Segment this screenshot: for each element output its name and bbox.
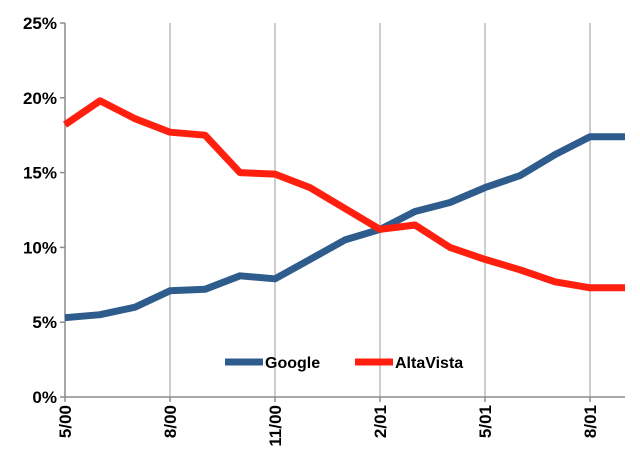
data-point-altavista: [62, 121, 69, 128]
data-point-altavista: [517, 266, 524, 273]
data-point-google: [97, 311, 104, 318]
grid-lines: [169, 23, 591, 397]
data-point-google: [62, 314, 69, 321]
legend-label-google: Google: [265, 355, 320, 372]
series-line-google: [64, 133, 625, 322]
data-point-altavista: [202, 132, 209, 139]
data-point-google: [167, 287, 174, 294]
axes: [64, 23, 625, 398]
data-point-altavista: [482, 256, 489, 263]
data-point-google: [342, 236, 349, 243]
data-point-altavista: [342, 205, 349, 212]
series-line-altavista: [63, 97, 625, 292]
y-tick-label: 0%: [32, 388, 57, 407]
data-point-google: [237, 272, 244, 279]
data-point-altavista: [587, 284, 594, 291]
data-point-altavista: [167, 129, 174, 136]
data-point-google: [482, 184, 489, 191]
y-tick-label: 5%: [32, 313, 57, 332]
data-point-google: [202, 286, 209, 293]
data-point-google: [517, 172, 524, 179]
x-tick-label: 5/01: [476, 405, 495, 438]
x-tick-label: 11/00: [266, 405, 285, 447]
y-tick-label: 25%: [23, 14, 57, 33]
data-point-google: [587, 133, 594, 140]
x-tick-label: 8/01: [581, 405, 600, 438]
data-point-altavista: [377, 226, 384, 233]
data-point-altavista: [237, 169, 244, 176]
y-tick-label: 10%: [23, 238, 57, 257]
data-point-google: [307, 256, 314, 263]
y-axis-ticks: 0% 5% 10% 15% 20% 25%: [23, 14, 65, 407]
y-tick-label: 20%: [23, 89, 57, 108]
data-point-google: [132, 304, 139, 311]
x-axis-ticks: 5/00 8/00 11/00 2/01 5/01 8/01: [56, 397, 600, 447]
x-tick-label: 8/00: [161, 405, 180, 438]
y-tick-label: 15%: [23, 164, 57, 183]
data-point-google: [552, 151, 559, 158]
legend: Google AltaVista: [225, 355, 463, 372]
data-point-altavista: [97, 97, 104, 104]
data-point-google: [272, 275, 279, 282]
data-point-altavista: [307, 184, 314, 191]
series-lines: [62, 97, 629, 322]
x-tick-label: 5/00: [56, 405, 75, 438]
legend-label-altavista: AltaVista: [395, 355, 463, 372]
data-point-altavista: [132, 115, 139, 122]
data-point-altavista: [552, 278, 559, 285]
data-point-altavista: [412, 222, 419, 229]
data-point-google: [447, 199, 454, 206]
data-point-altavista: [622, 284, 629, 291]
data-point-altavista: [447, 244, 454, 251]
data-point-google: [412, 208, 419, 215]
data-point-altavista: [272, 171, 279, 178]
x-tick-label: 2/01: [371, 405, 390, 438]
data-point-google: [622, 133, 629, 140]
